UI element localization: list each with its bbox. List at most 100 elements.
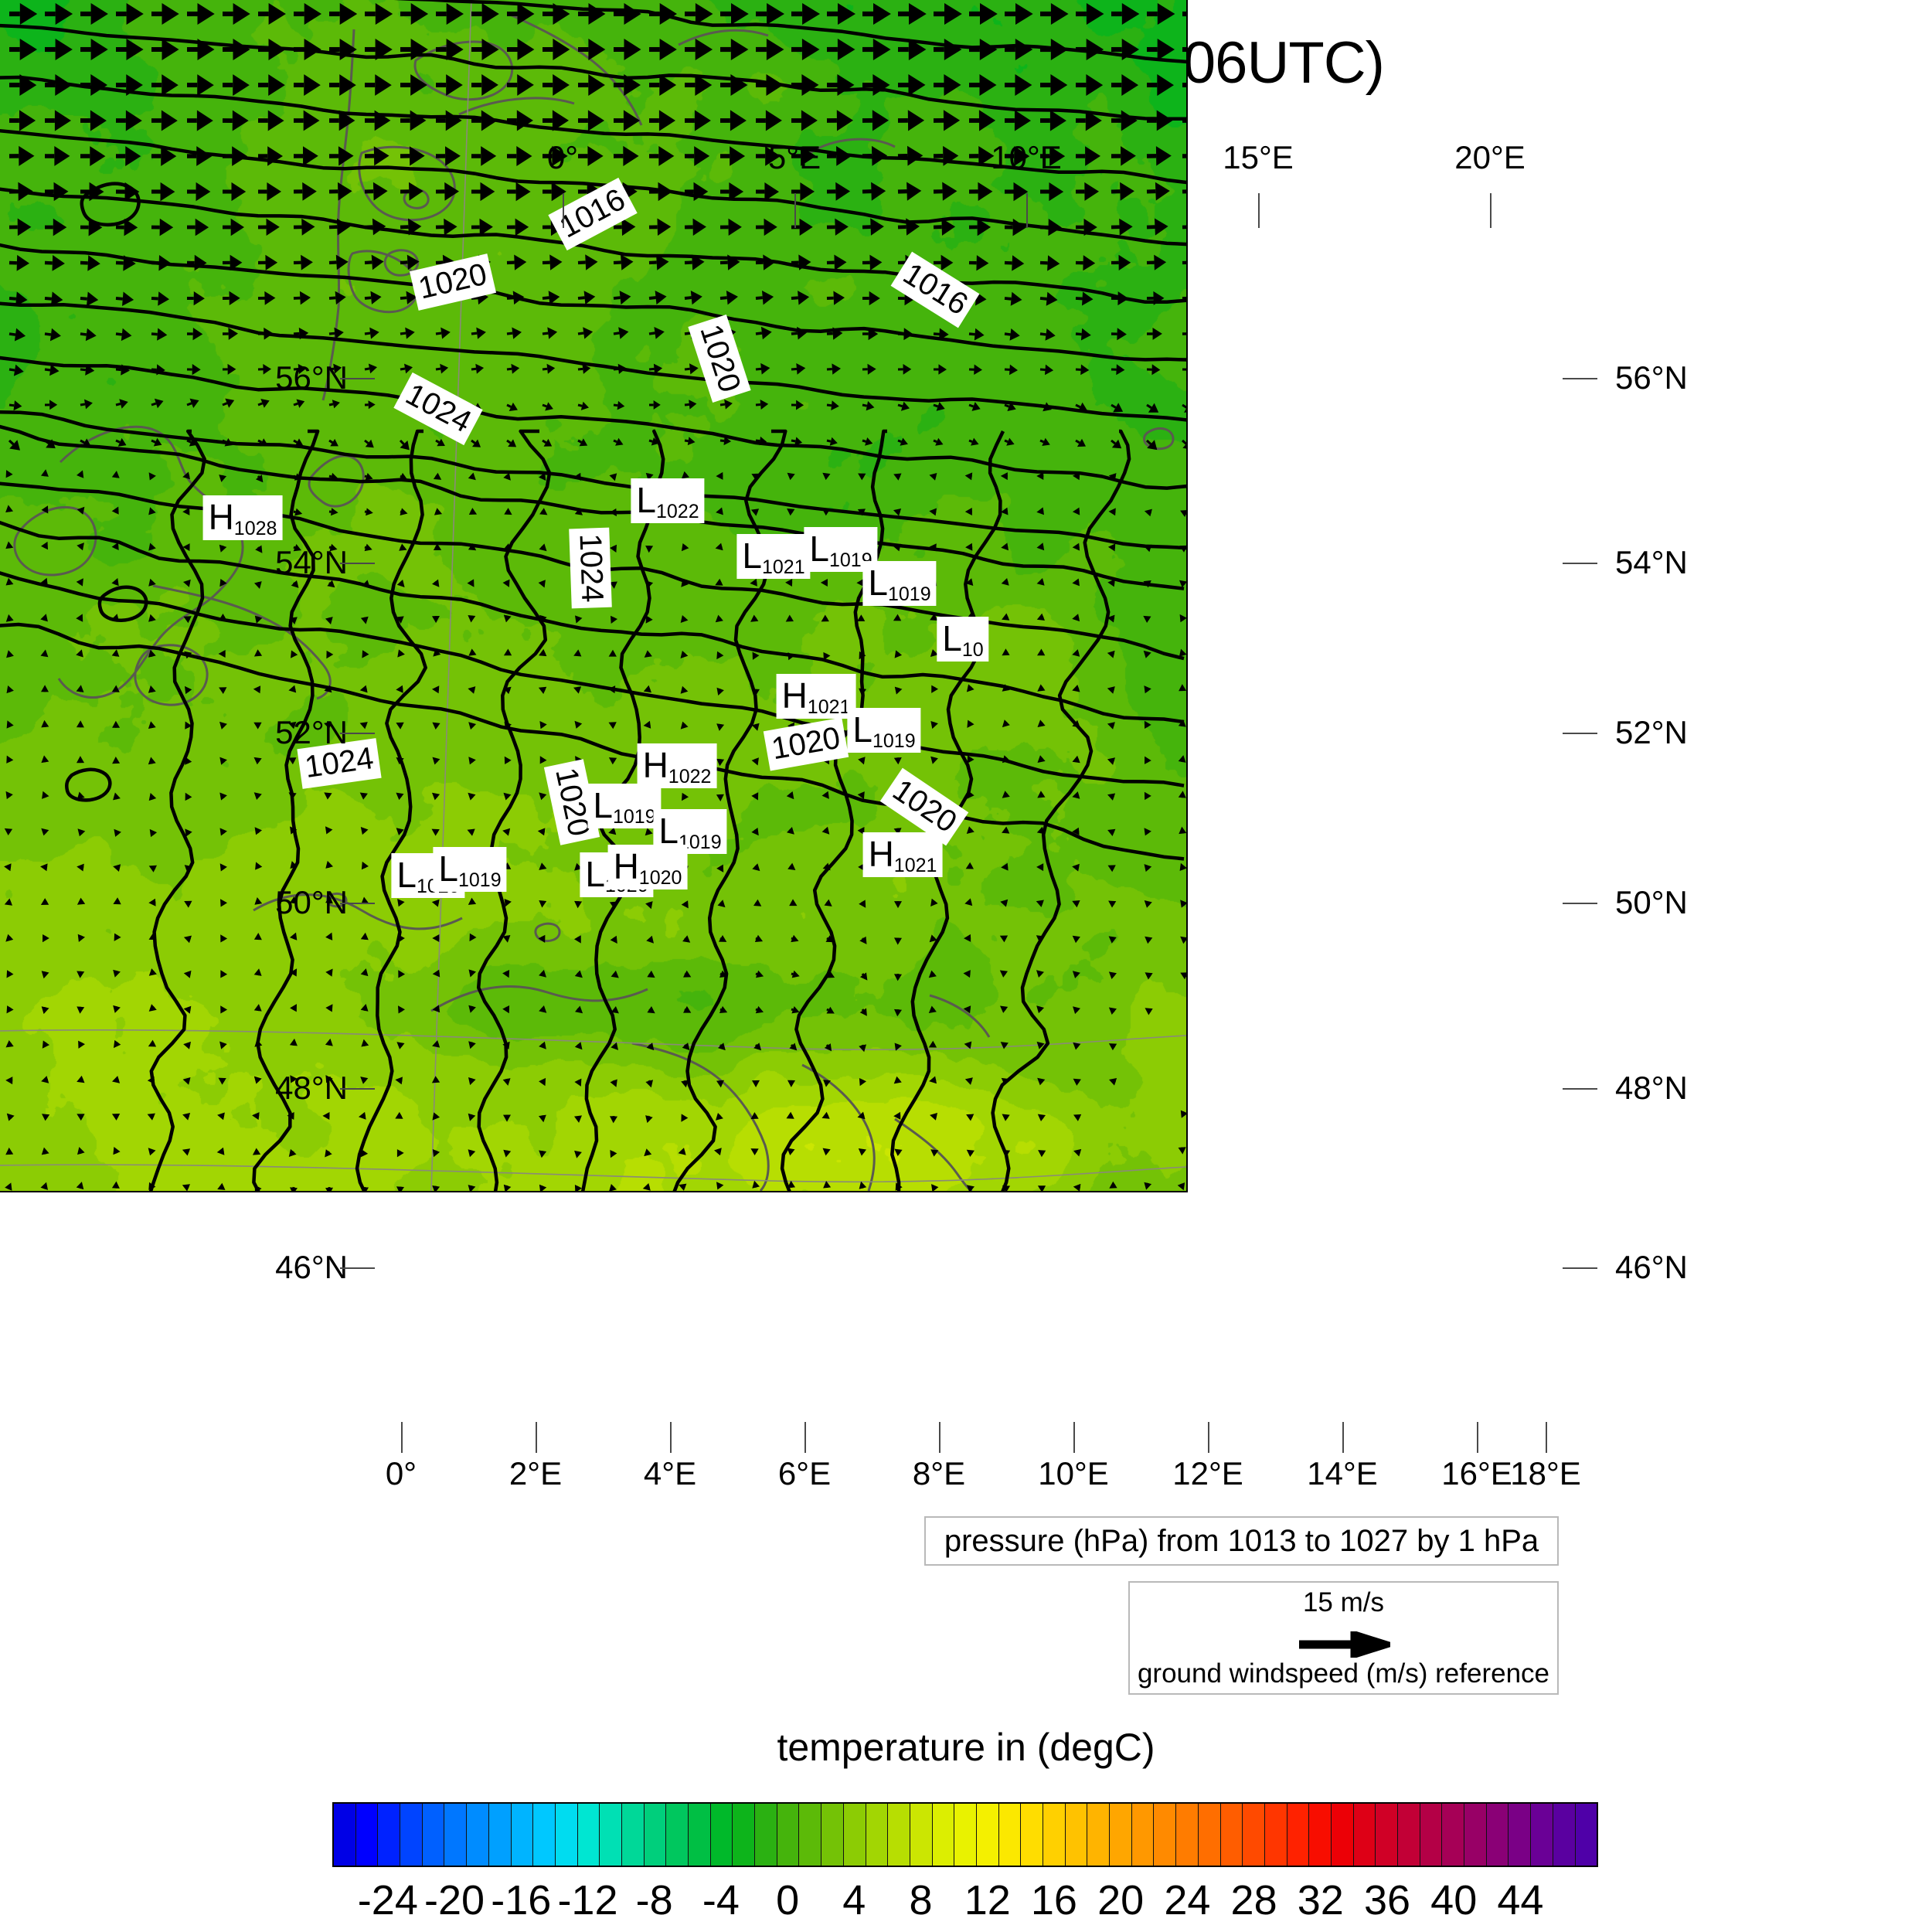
- wind-arrow: [78, 1040, 85, 1049]
- wind-arrow: [400, 327, 415, 339]
- wind-arrow: [539, 508, 548, 515]
- wind-arrow: [223, 182, 247, 202]
- wind-arrow: [609, 508, 617, 517]
- right-axis-label: 48°N: [1615, 1070, 1688, 1106]
- wind-arrow: [148, 898, 156, 906]
- wind-arrow: [893, 757, 902, 765]
- wind-arrow: [9, 39, 37, 60]
- colorbar-tick-label: 20: [1097, 1877, 1145, 1923]
- axis-tickmark: [340, 1267, 375, 1269]
- wind-arrow: [325, 1038, 333, 1046]
- wind-arrow: [1076, 146, 1100, 166]
- colorbar-tick-label: 0: [776, 1877, 800, 1923]
- wind-arrow: [933, 110, 961, 131]
- wind-arrow: [325, 1004, 333, 1012]
- wind-arrow: [186, 398, 199, 408]
- wind-arrow: [360, 968, 369, 977]
- colorbar-cell: [1376, 1804, 1398, 1866]
- colorbar[interactable]: [332, 1802, 1598, 1867]
- wind-arrow: [112, 1076, 121, 1083]
- wind-arrow: [400, 182, 423, 201]
- wind-arrow: [1002, 684, 1010, 692]
- wind-arrow: [397, 934, 405, 943]
- wind-arrow: [897, 145, 923, 166]
- wind-arrow: [186, 364, 201, 376]
- wind-arrow: [1109, 1078, 1117, 1086]
- wind-arrow: [681, 579, 689, 587]
- wind-arrow: [468, 1185, 476, 1191]
- wind-arrow: [1144, 900, 1152, 908]
- wind-arrow: [151, 182, 175, 202]
- pressure-high-label: H1022: [637, 743, 717, 788]
- wind-arrow: [827, 74, 855, 96]
- wind-arrow: [1036, 826, 1045, 835]
- wind-arrow: [361, 1187, 369, 1191]
- wind-arrow: [893, 1076, 902, 1084]
- wind-arrow: [1182, 296, 1186, 300]
- wind-arrow: [294, 74, 321, 96]
- wind-arrow: [1072, 971, 1080, 978]
- wind-arrow: [253, 757, 262, 765]
- colorbar-cell: [1043, 1804, 1066, 1866]
- wind-arrow: [151, 328, 168, 341]
- wind-arrow: [115, 291, 134, 306]
- wind-arrow: [933, 218, 956, 236]
- wind-arrow: [1039, 364, 1054, 376]
- wind-arrow: [1039, 291, 1058, 306]
- wind-arrow: [40, 577, 48, 586]
- wind-arrow: [862, 218, 884, 236]
- map-contour-labels: 1016 1016 1020 1020 1024 1024 1024 1020 1020 1020…: [0, 0, 1186, 1191]
- wind-arrow: [716, 758, 725, 767]
- wind-arrow: [1036, 578, 1045, 586]
- wind-arrow: [468, 472, 476, 481]
- wind-arrow: [649, 146, 675, 166]
- wind-arrow: [294, 39, 321, 60]
- wind-arrow: [396, 616, 404, 624]
- wind-arrow: [471, 110, 498, 131]
- wind-legend-caption: ground windspeed (m/s) reference: [1137, 1658, 1550, 1689]
- wind-arrow: [399, 472, 407, 480]
- wind-arrow: [223, 146, 248, 166]
- wind-arrow: [1146, 403, 1159, 413]
- wind-arrow: [542, 327, 558, 339]
- map-panel[interactable]: 1016 1016 1020 1020 1024 1024 1024 1020 1020 1020…: [0, 0, 1188, 1192]
- pressure-low-label: L10: [937, 617, 989, 662]
- wind-arrow: [934, 364, 947, 375]
- wind-arrow: [398, 970, 406, 978]
- wind-arrow: [1002, 1149, 1011, 1158]
- wind-arrow: [1002, 648, 1010, 656]
- wind-arrow: [539, 543, 547, 552]
- wind-arrow: [41, 971, 49, 979]
- wind-arrow: [827, 3, 855, 25]
- wind-arrow: [77, 791, 85, 800]
- colorbar-tick-label: 16: [1030, 1877, 1077, 1923]
- wind-arrow: [542, 254, 563, 270]
- wind-arrow: [786, 791, 794, 800]
- wind-arrow: [750, 509, 760, 516]
- wind-arrow: [328, 400, 340, 409]
- wind-arrow: [1001, 543, 1009, 551]
- wind-arrow: [968, 255, 989, 271]
- wind-arrow: [968, 182, 993, 201]
- wind-arrow: [821, 1111, 830, 1119]
- wind-arrow: [40, 614, 48, 622]
- wind-arrow: [222, 438, 233, 447]
- wind-arrow: [400, 254, 420, 270]
- wind-arrow: [1036, 507, 1044, 515]
- axis-tickmark: [1073, 1422, 1075, 1453]
- wind-arrow: [257, 291, 276, 305]
- wind-arrow: [862, 39, 891, 60]
- wind-arrow: [1075, 291, 1094, 306]
- wind-arrow: [468, 897, 477, 905]
- colorbar-cell: [1486, 1804, 1509, 1866]
- wind-arrow: [400, 218, 422, 236]
- axis-tickmark: [340, 563, 375, 564]
- wind-arrow: [329, 39, 357, 60]
- wind-arrow: [219, 721, 227, 730]
- wind-arrow: [678, 1148, 686, 1155]
- wind-arrow: [1180, 972, 1186, 980]
- wind-arrow: [1073, 1183, 1081, 1191]
- wind-arrow: [1180, 900, 1186, 908]
- wind-arrow: [968, 218, 992, 236]
- wind-arrow: [400, 146, 425, 166]
